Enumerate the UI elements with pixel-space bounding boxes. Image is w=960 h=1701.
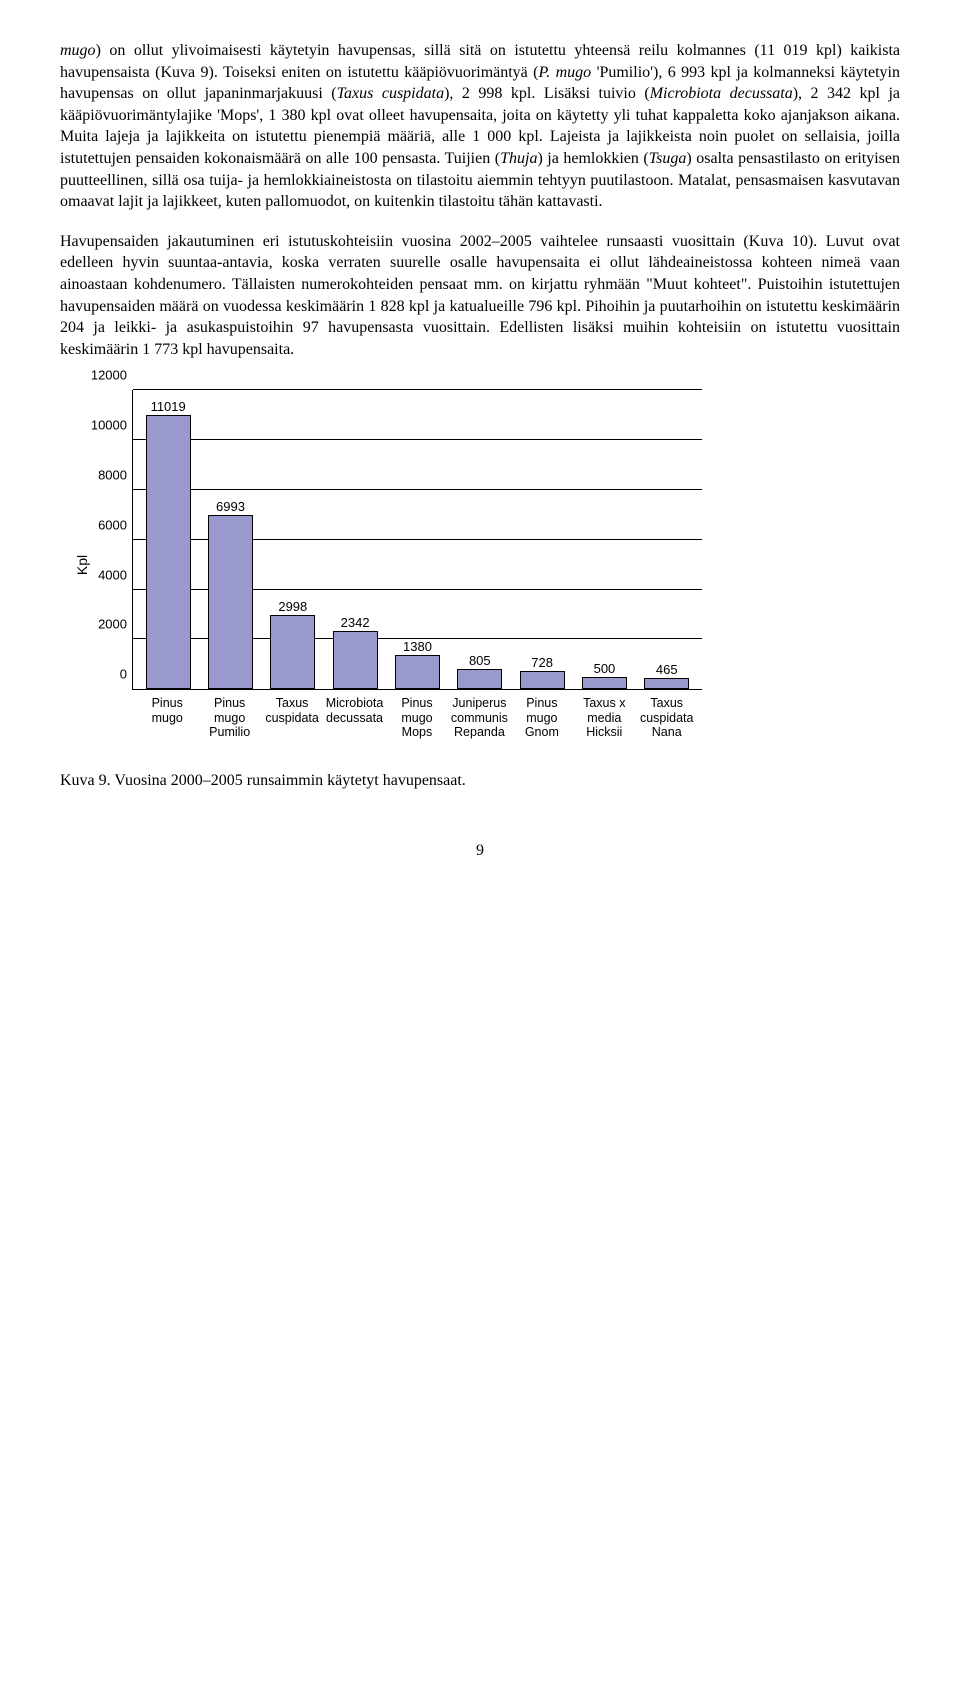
bar: 500	[582, 677, 627, 689]
bar-chart: Kpl 020004000600080001000012000110196993…	[72, 380, 712, 750]
y-tick-label: 12000	[91, 368, 127, 383]
body-paragraph-1: mugo) on ollut ylivoimaisesti käytetyin …	[60, 40, 900, 213]
bar-value-label: 2342	[341, 615, 370, 630]
bar-value-label: 465	[656, 662, 678, 677]
x-tick-label: TaxuscuspidataNana	[636, 692, 698, 750]
x-tick-label: PinusmugoMops	[386, 692, 448, 750]
bar-value-label: 728	[531, 655, 553, 670]
bar: 2342	[333, 631, 378, 689]
bar-value-label: 805	[469, 653, 491, 668]
y-axis-title: Kpl	[74, 555, 90, 575]
bar-value-label: 6993	[216, 499, 245, 514]
y-tick-label: 8000	[98, 467, 127, 482]
bar-value-label: 11019	[151, 399, 186, 414]
y-tick-label: 4000	[98, 567, 127, 582]
page-number: 9	[60, 842, 900, 860]
bar: 6993	[208, 515, 253, 689]
y-tick-label: 6000	[98, 517, 127, 532]
x-tick-label: Pinusmugo	[136, 692, 198, 750]
x-tick-label: Taxuscuspidata	[261, 692, 323, 750]
figure-caption: Kuva 9. Vuosina 2000–2005 runsaimmin käy…	[60, 770, 900, 792]
x-tick-label: JuniperuscommunisRepanda	[448, 692, 510, 750]
bar: 728	[520, 671, 565, 689]
y-tick-label: 10000	[91, 418, 127, 433]
x-tick-label: Taxus xmediaHicksii	[573, 692, 635, 750]
body-paragraph-2: Havupensaiden jakautuminen eri istutusko…	[60, 231, 900, 361]
bar: 465	[644, 678, 689, 690]
bar: 805	[457, 669, 502, 689]
bar: 1380	[395, 655, 440, 689]
y-tick-label: 0	[120, 667, 127, 682]
bar: 11019	[146, 415, 191, 690]
bar-value-label: 2998	[278, 599, 307, 614]
x-tick-label: Microbiotadecussata	[323, 692, 385, 750]
y-tick-label: 2000	[98, 617, 127, 632]
x-tick-label: PinusmugoGnom	[511, 692, 573, 750]
bar-value-label: 1380	[403, 639, 432, 654]
bar-value-label: 500	[594, 661, 616, 676]
x-tick-label: PinusmugoPumilio	[198, 692, 260, 750]
bar: 2998	[270, 615, 315, 690]
